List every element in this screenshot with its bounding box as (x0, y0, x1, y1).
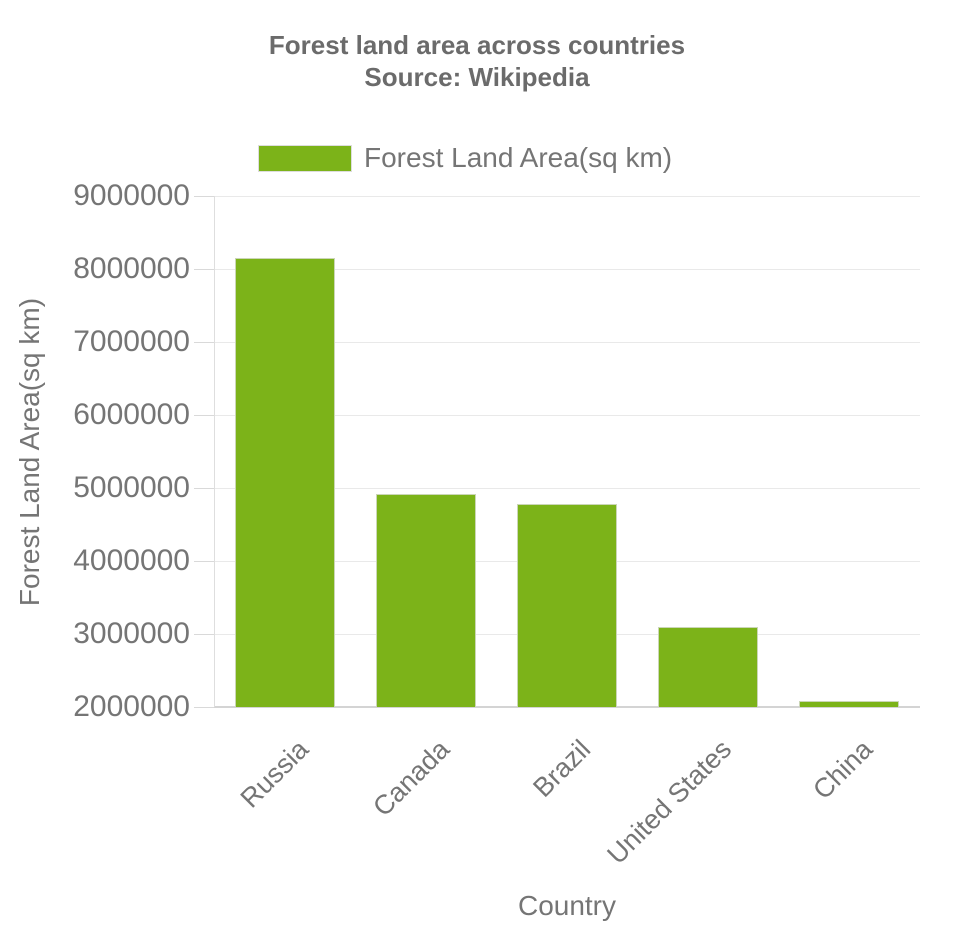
gridline-7000000 (214, 342, 920, 343)
y-tick-label-4000000: 4000000 (73, 544, 190, 577)
y-tick-mark-5000000 (194, 488, 214, 489)
y-tick-label-9000000: 9000000 (73, 179, 190, 212)
y-tick-mark-9000000 (194, 196, 214, 197)
y-axis-line (214, 196, 215, 707)
y-tick-label-2000000: 2000000 (73, 690, 190, 723)
y-tick-mark-4000000 (194, 561, 214, 562)
y-tick-label-6000000: 6000000 (73, 398, 190, 431)
gridline-5000000 (214, 488, 920, 489)
chart-title: Forest land area across countries (268, 30, 686, 60)
gridline-6000000 (214, 415, 920, 416)
y-tick-mark-2000000 (194, 707, 214, 708)
bar-russia[interactable] (234, 258, 335, 707)
legend-swatch-icon (258, 144, 352, 172)
legend-item-forest-land-area[interactable]: Forest Land Area(sq km) (258, 142, 672, 174)
y-tick-mark-3000000 (194, 634, 214, 635)
x-axis-title: Country (517, 890, 617, 921)
bar-canada[interactable] (375, 494, 476, 707)
x-axis-baseline (214, 706, 920, 708)
y-tick-mark-7000000 (194, 342, 214, 343)
y-tick-label-8000000: 8000000 (73, 252, 190, 285)
gridline-8000000 (214, 269, 920, 270)
bar-united-states[interactable] (658, 626, 759, 707)
y-tick-mark-8000000 (194, 269, 214, 270)
y-tick-label-7000000: 7000000 (73, 325, 190, 358)
y-tick-label-3000000: 3000000 (73, 617, 190, 650)
chart-subtitle: Source: Wikipedia (364, 62, 590, 92)
gridline-9000000 (214, 196, 920, 197)
y-tick-label-5000000: 5000000 (73, 471, 190, 504)
bar-china[interactable] (799, 700, 900, 707)
legend-label: Forest Land Area(sq km) (364, 142, 673, 173)
bar-brazil[interactable] (517, 504, 617, 707)
y-tick-mark-6000000 (194, 415, 214, 416)
